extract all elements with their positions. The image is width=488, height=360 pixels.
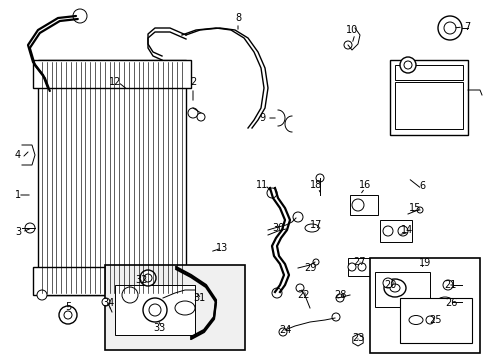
Bar: [394, 82, 462, 129]
Circle shape: [279, 328, 286, 336]
Bar: [349, 195, 377, 215]
Circle shape: [315, 174, 324, 182]
Bar: [374, 272, 429, 307]
Text: 22: 22: [296, 290, 308, 300]
Circle shape: [335, 294, 343, 302]
Text: 11: 11: [255, 180, 267, 190]
Circle shape: [37, 290, 47, 300]
Text: 1: 1: [15, 190, 21, 200]
Bar: [389, 60, 467, 135]
Circle shape: [416, 207, 422, 213]
Text: 25: 25: [429, 315, 441, 325]
Text: 8: 8: [234, 13, 241, 23]
Bar: [399, 298, 471, 343]
Circle shape: [357, 263, 365, 271]
Circle shape: [312, 259, 318, 265]
Circle shape: [59, 306, 77, 324]
Ellipse shape: [408, 315, 422, 324]
Bar: [105, 265, 244, 350]
Circle shape: [403, 61, 411, 69]
Bar: [379, 220, 411, 242]
Circle shape: [64, 311, 72, 319]
Circle shape: [351, 199, 363, 211]
Circle shape: [331, 313, 339, 321]
Circle shape: [187, 108, 198, 118]
Text: 14: 14: [400, 225, 412, 235]
Circle shape: [73, 9, 87, 23]
Text: 24: 24: [278, 325, 290, 335]
Bar: [394, 65, 462, 80]
Text: 33: 33: [153, 323, 165, 333]
Text: 7: 7: [463, 22, 469, 32]
Text: 2: 2: [189, 77, 196, 87]
Circle shape: [292, 212, 303, 222]
Circle shape: [382, 226, 392, 236]
Text: 17: 17: [309, 220, 322, 230]
Text: 23: 23: [351, 333, 364, 343]
Bar: [347, 258, 369, 276]
Text: 30: 30: [271, 223, 284, 233]
Circle shape: [425, 316, 433, 324]
Ellipse shape: [436, 297, 452, 307]
Text: 10: 10: [345, 25, 357, 35]
Text: 34: 34: [102, 298, 114, 308]
Text: 18: 18: [309, 180, 322, 190]
Text: 19: 19: [418, 258, 430, 268]
Circle shape: [382, 278, 392, 288]
Text: 27: 27: [353, 257, 366, 267]
Circle shape: [271, 288, 282, 298]
Text: 15: 15: [408, 203, 420, 213]
Text: 16: 16: [358, 180, 370, 190]
Ellipse shape: [389, 284, 399, 292]
Circle shape: [142, 298, 167, 322]
Circle shape: [443, 22, 455, 34]
Text: 13: 13: [215, 243, 228, 253]
Circle shape: [122, 287, 138, 303]
Text: 4: 4: [15, 150, 21, 160]
Circle shape: [295, 284, 304, 292]
Text: 21: 21: [443, 280, 455, 290]
Bar: [115, 285, 195, 335]
Circle shape: [177, 290, 186, 300]
Text: 5: 5: [65, 302, 71, 312]
Bar: [33, 267, 191, 295]
Circle shape: [437, 16, 461, 40]
Text: 26: 26: [444, 298, 456, 308]
Circle shape: [25, 223, 35, 233]
Ellipse shape: [305, 224, 318, 232]
Text: 20: 20: [383, 280, 395, 290]
Circle shape: [140, 270, 156, 286]
Text: 3: 3: [15, 227, 21, 237]
Text: 6: 6: [418, 181, 424, 191]
Circle shape: [442, 280, 452, 290]
Text: 28: 28: [333, 290, 346, 300]
Text: 12: 12: [109, 77, 121, 87]
Circle shape: [397, 226, 407, 236]
Ellipse shape: [175, 301, 195, 315]
Bar: [33, 60, 191, 88]
Circle shape: [197, 113, 204, 121]
Text: 31: 31: [192, 293, 204, 303]
Circle shape: [399, 57, 415, 73]
Circle shape: [343, 41, 351, 49]
Text: 32: 32: [136, 275, 148, 285]
Text: 9: 9: [259, 113, 264, 123]
Text: 29: 29: [303, 263, 316, 273]
Circle shape: [184, 334, 197, 346]
Circle shape: [143, 274, 152, 282]
Circle shape: [347, 263, 355, 271]
Bar: [38, 60, 185, 295]
Circle shape: [266, 188, 276, 198]
Circle shape: [102, 298, 110, 306]
Ellipse shape: [383, 279, 405, 297]
Circle shape: [149, 304, 161, 316]
Bar: [369, 258, 479, 353]
